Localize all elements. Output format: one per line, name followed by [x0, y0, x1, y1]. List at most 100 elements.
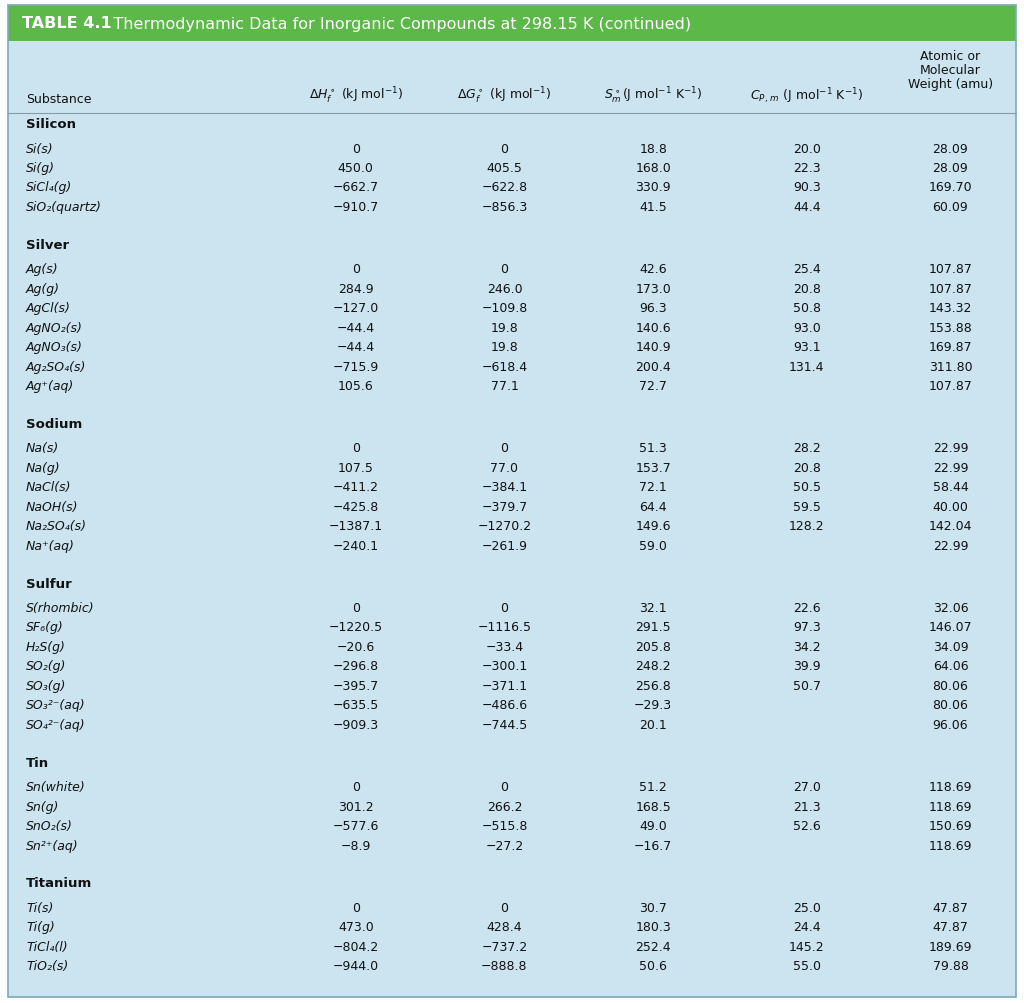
Text: AgNO₃(s): AgNO₃(s): [27, 341, 83, 354]
Text: 168.5: 168.5: [635, 799, 671, 812]
Text: Tin: Tin: [27, 756, 49, 769]
Text: −425.8: −425.8: [333, 500, 379, 514]
Text: −300.1: −300.1: [481, 660, 527, 673]
Text: 150.69: 150.69: [929, 819, 973, 832]
Text: Sn(g): Sn(g): [27, 799, 59, 812]
Text: 47.87: 47.87: [933, 921, 969, 934]
Text: 118.69: 118.69: [929, 799, 972, 812]
Text: −261.9: −261.9: [481, 540, 527, 553]
Text: 80.06: 80.06: [933, 679, 969, 692]
Bar: [8, 6, 1016, 42]
Text: 256.8: 256.8: [635, 679, 671, 692]
Text: 50.6: 50.6: [639, 959, 667, 972]
Text: Molecular: Molecular: [920, 64, 981, 77]
Text: 180.3: 180.3: [635, 921, 671, 934]
Text: 55.0: 55.0: [793, 959, 821, 972]
Text: 50.5: 50.5: [793, 480, 821, 493]
Text: −515.8: −515.8: [481, 819, 527, 832]
Text: −715.9: −715.9: [333, 360, 379, 373]
Text: 189.69: 189.69: [929, 940, 972, 953]
Text: 50.8: 50.8: [793, 302, 821, 315]
Text: $C_{P,\,m}$ (J mol$^{-1}$ K$^{-1}$): $C_{P,\,m}$ (J mol$^{-1}$ K$^{-1}$): [751, 86, 863, 106]
Text: 72.7: 72.7: [639, 380, 667, 393]
Text: −384.1: −384.1: [481, 480, 527, 493]
Text: Sn²⁺(aq): Sn²⁺(aq): [27, 839, 79, 852]
Text: 93.0: 93.0: [793, 321, 820, 334]
Text: 169.87: 169.87: [929, 341, 973, 354]
Text: −371.1: −371.1: [481, 679, 527, 692]
Text: Ti(s): Ti(s): [27, 901, 53, 914]
Text: −1387.1: −1387.1: [329, 520, 383, 533]
Text: $\Delta H_f^\circ$ (kJ mol$^{-1}$): $\Delta H_f^\circ$ (kJ mol$^{-1}$): [308, 86, 402, 106]
Text: 0: 0: [352, 442, 359, 455]
Text: 107.87: 107.87: [929, 380, 973, 393]
Text: TABLE 4.1: TABLE 4.1: [22, 16, 112, 31]
Text: 32.1: 32.1: [639, 602, 667, 615]
Text: 77.0: 77.0: [490, 461, 518, 474]
Text: −379.7: −379.7: [481, 500, 527, 514]
Text: TiO₂(s): TiO₂(s): [27, 959, 69, 972]
Text: TiCl₄(l): TiCl₄(l): [27, 940, 68, 953]
Text: −1116.5: −1116.5: [477, 621, 531, 634]
Text: S(rhombic): S(rhombic): [27, 602, 95, 615]
Text: 22.99: 22.99: [933, 442, 969, 455]
Text: 0: 0: [501, 780, 509, 793]
Text: SO₃²⁻(aq): SO₃²⁻(aq): [27, 699, 86, 712]
Text: 20.0: 20.0: [793, 142, 821, 155]
Text: 97.3: 97.3: [793, 621, 820, 634]
Text: 79.88: 79.88: [933, 959, 969, 972]
Text: 105.6: 105.6: [338, 380, 374, 393]
Text: 173.0: 173.0: [635, 283, 671, 296]
Text: Weight (amu): Weight (amu): [908, 78, 993, 91]
Text: 58.44: 58.44: [933, 480, 969, 493]
Text: −27.2: −27.2: [485, 839, 523, 852]
Text: Si(g): Si(g): [27, 161, 55, 175]
Text: 19.8: 19.8: [490, 341, 518, 354]
Text: Ti(g): Ti(g): [27, 921, 55, 934]
Text: 450.0: 450.0: [338, 161, 374, 175]
Text: Substance: Substance: [27, 93, 91, 106]
Text: 24.4: 24.4: [793, 921, 820, 934]
Text: 90.3: 90.3: [793, 182, 820, 195]
Text: 19.8: 19.8: [490, 321, 518, 334]
Text: 473.0: 473.0: [338, 921, 374, 934]
Text: Sodium: Sodium: [27, 417, 82, 430]
Text: 311.80: 311.80: [929, 360, 973, 373]
Text: 34.09: 34.09: [933, 640, 969, 653]
Text: −29.3: −29.3: [634, 699, 672, 712]
Text: Atomic or: Atomic or: [921, 50, 981, 63]
Text: 60.09: 60.09: [933, 201, 969, 214]
Text: −44.4: −44.4: [337, 321, 375, 334]
Text: SO₃(g): SO₃(g): [27, 679, 67, 692]
Text: 22.99: 22.99: [933, 461, 969, 474]
Text: 428.4: 428.4: [486, 921, 522, 934]
Text: 51.3: 51.3: [639, 442, 667, 455]
Text: 0: 0: [352, 602, 359, 615]
Text: 107.87: 107.87: [929, 263, 973, 276]
Text: Na(s): Na(s): [27, 442, 59, 455]
Text: 153.88: 153.88: [929, 321, 973, 334]
Text: −662.7: −662.7: [333, 182, 379, 195]
Text: −8.9: −8.9: [341, 839, 371, 852]
Text: 0: 0: [352, 901, 359, 914]
Text: 59.5: 59.5: [793, 500, 821, 514]
Text: 22.6: 22.6: [793, 602, 820, 615]
Text: −944.0: −944.0: [333, 959, 379, 972]
Text: 20.1: 20.1: [639, 718, 667, 731]
Text: −618.4: −618.4: [481, 360, 527, 373]
Text: 284.9: 284.9: [338, 283, 374, 296]
Text: Titanium: Titanium: [27, 877, 92, 890]
Text: −486.6: −486.6: [481, 699, 527, 712]
Text: −296.8: −296.8: [333, 660, 379, 673]
Text: −804.2: −804.2: [333, 940, 379, 953]
Text: 131.4: 131.4: [790, 360, 824, 373]
Text: 149.6: 149.6: [635, 520, 671, 533]
Text: 22.99: 22.99: [933, 540, 969, 553]
Text: Sn(white): Sn(white): [27, 780, 86, 793]
Text: 39.9: 39.9: [793, 660, 820, 673]
Text: 200.4: 200.4: [635, 360, 671, 373]
Text: −1220.5: −1220.5: [329, 621, 383, 634]
Text: 0: 0: [352, 780, 359, 793]
Text: 28.2: 28.2: [793, 442, 820, 455]
Text: AgCl(s): AgCl(s): [27, 302, 71, 315]
